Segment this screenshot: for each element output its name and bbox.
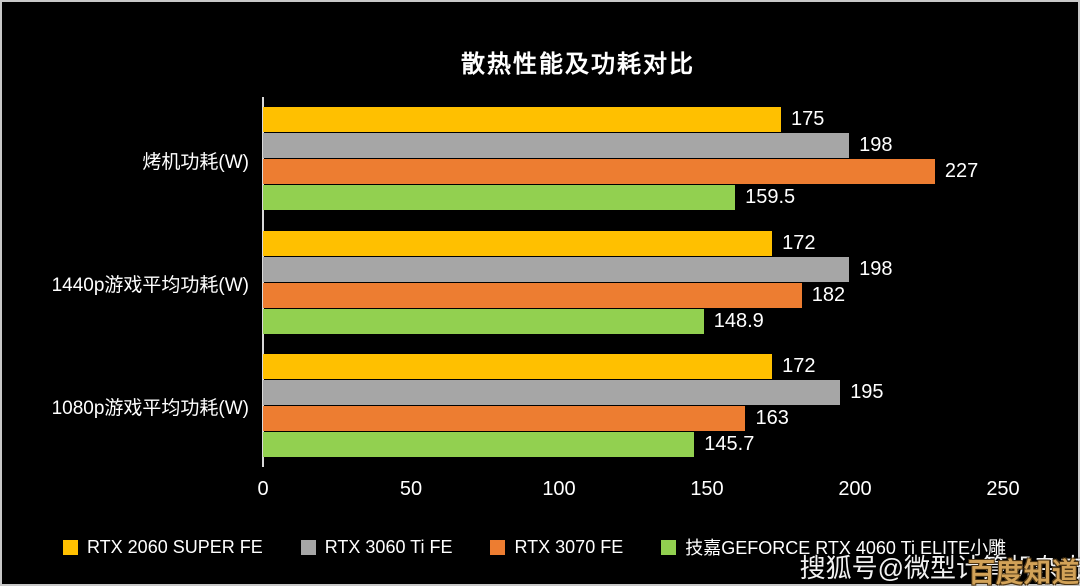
legend-swatch-icon: [490, 539, 506, 555]
bar: [263, 353, 773, 379]
chart-title: 散热性能及功耗对比: [461, 51, 695, 78]
bar-value-label: 182: [811, 283, 846, 306]
baidu-zhidao-watermark: 百度知道: [968, 558, 1080, 586]
category-label: 1440p游戏平均功耗(W): [51, 275, 249, 296]
legend: RTX 2060 SUPER FE RTX 3060 Ti FE RTX 3070 …: [63, 534, 1006, 560]
bar-value-label: 148.9: [713, 309, 764, 332]
legend-label: RTX 3070 FE: [514, 536, 624, 557]
bar: [263, 107, 781, 133]
bar: [263, 185, 736, 211]
bar: [263, 159, 935, 185]
bar-value-label: 172: [782, 354, 816, 377]
bar: [263, 230, 773, 256]
y-axis-line: [262, 97, 264, 467]
legend-swatch-icon: [300, 539, 316, 555]
bar: [263, 308, 704, 334]
bar-value-label: 198: [859, 134, 893, 157]
bar-value-label: 145.7: [704, 432, 755, 455]
legend-item: RTX 3060 Ti FE: [300, 536, 453, 558]
sohu-watermark: 搜狐号@微型计算机杂志: [799, 553, 1080, 583]
x-axis-tick-label: 150: [690, 478, 724, 500]
bar: [263, 431, 695, 457]
bar: [263, 405, 746, 431]
bar-value-label: 227: [944, 160, 979, 183]
legend-item: RTX 2060 SUPER FE: [63, 537, 263, 558]
legend-label: RTX 3060 Ti FE: [324, 536, 453, 557]
category-label: 烤机功耗(W): [142, 151, 249, 173]
bar-value-label: 175: [791, 108, 825, 131]
x-axis-tick-label: 200: [838, 478, 872, 500]
bar-value-label: 163: [755, 406, 789, 429]
legend-swatch-icon: [661, 539, 677, 555]
x-axis-tick-label: 50: [399, 478, 423, 500]
legend-item: RTX 3070 FE: [490, 537, 623, 558]
bar-value-label: 172: [782, 231, 816, 254]
bar: [263, 133, 850, 159]
x-axis-tick-label: 250: [986, 478, 1020, 500]
bar: [263, 256, 850, 282]
category-label: 1080p游戏平均功耗(W): [51, 398, 249, 420]
bar-value-label: 198: [859, 257, 893, 280]
legend-item: 技嘉GEFORCE RTX 4060 Ti ELITE小雕: [661, 534, 1006, 560]
bar-value-label: 159.5: [745, 186, 796, 209]
legend-label: 技嘉GEFORCE RTX 4060 Ti ELITE小雕: [685, 538, 1006, 558]
x-axis-tick-label: 0: [257, 478, 269, 500]
bar: [263, 282, 802, 308]
bar: [263, 379, 841, 405]
bar-value-label: 195: [850, 380, 884, 403]
legend-label: RTX 2060 SUPER FE: [87, 536, 263, 557]
x-axis-tick-label: 100: [542, 478, 576, 500]
legend-swatch-icon: [63, 539, 78, 555]
